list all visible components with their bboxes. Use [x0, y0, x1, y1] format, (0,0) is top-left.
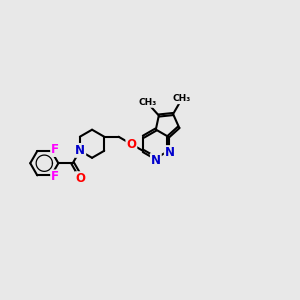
Text: CH₃: CH₃: [173, 94, 191, 103]
Text: O: O: [76, 172, 85, 185]
Text: N: N: [75, 144, 85, 157]
Text: F: F: [51, 170, 59, 183]
Text: O: O: [126, 138, 136, 151]
Text: F: F: [51, 143, 59, 156]
Text: CH₃: CH₃: [138, 98, 156, 107]
Text: N: N: [151, 154, 161, 167]
Text: N: N: [165, 146, 175, 159]
